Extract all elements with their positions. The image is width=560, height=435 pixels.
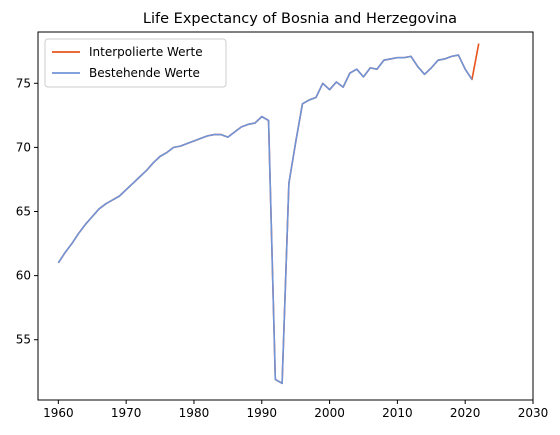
legend-label-1: Bestehende Werte [89, 66, 200, 80]
y-tick-label: 60 [16, 269, 31, 283]
y-axis: 55 60 65 70 75 [16, 76, 38, 347]
legend-box [44, 38, 227, 88]
y-tick-label: 75 [16, 76, 31, 90]
x-tick-label: 1970 [111, 406, 142, 420]
y-tick-label: 70 [16, 140, 31, 154]
x-tick-label: 2030 [518, 406, 549, 420]
legend-label-0: Interpolierte Werte [89, 45, 203, 59]
x-tick-label: 2000 [314, 406, 345, 420]
x-axis: 1960 1970 1980 1990 2000 2010 2020 2030 [43, 400, 548, 420]
x-tick-label: 1980 [179, 406, 210, 420]
series-line-0 [57, 43, 480, 385]
plot-frame [37, 31, 534, 401]
x-tick-label: 1960 [43, 406, 74, 420]
legend: Interpolierte Werte Bestehende Werte [44, 38, 227, 88]
y-tick-label: 55 [16, 333, 31, 347]
y-tick-label: 65 [16, 205, 31, 219]
series-line-1 [57, 54, 473, 385]
plot-area [57, 43, 480, 385]
x-tick-label: 2020 [450, 406, 481, 420]
chart-title: Life Expectancy of Bosnia and Herzegovin… [143, 11, 457, 27]
x-tick-label: 1990 [246, 406, 277, 420]
x-tick-label: 2010 [382, 406, 413, 420]
